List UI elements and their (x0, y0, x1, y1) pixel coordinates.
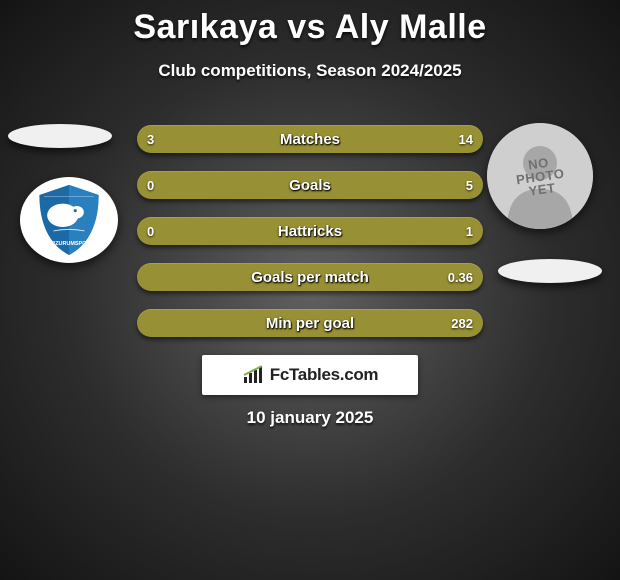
stat-label: Goals per match (137, 269, 483, 286)
stats-table: 3 Matches 14 0 Goals 5 0 Hattricks 1 Goa… (137, 125, 483, 337)
stat-label: Hattricks (137, 223, 483, 240)
stat-left-value: 0 (147, 178, 154, 193)
brand-badge[interactable]: FcTables.com (202, 355, 418, 395)
stat-label: Matches (137, 131, 483, 148)
stat-row: 3 Matches 14 (137, 125, 483, 153)
stat-label: Goals (137, 177, 483, 194)
no-photo-label: NO PHOTO YET (513, 153, 566, 198)
stat-label: Min per goal (137, 315, 483, 332)
player-right-name-pill (498, 259, 602, 283)
stat-right-value: 0.36 (448, 270, 473, 285)
comparison-card: Sarıkaya vs Aly Malle Club competitions,… (0, 0, 620, 580)
stat-left-value: 3 (147, 132, 154, 147)
stat-row: Goals per match 0.36 (137, 263, 483, 291)
stat-row: 0 Goals 5 (137, 171, 483, 199)
stat-right-value: 282 (451, 316, 473, 331)
svg-text:ERZURUMSPOR: ERZURUMSPOR (48, 241, 91, 247)
bar-chart-icon (242, 365, 266, 385)
page-title: Sarıkaya vs Aly Malle (0, 0, 620, 47)
subtitle: Club competitions, Season 2024/2025 (0, 61, 620, 81)
player-right-avatar: NO PHOTO YET (487, 123, 593, 229)
stat-right-value: 5 (466, 178, 473, 193)
stat-right-value: 14 (459, 132, 473, 147)
team-badge-left: ERZURUMSPOR (20, 177, 118, 263)
stat-row: 0 Hattricks 1 (137, 217, 483, 245)
stat-right-value: 1 (466, 224, 473, 239)
team-shield-icon: ERZURUMSPOR (30, 181, 108, 259)
brand-text: FcTables.com (270, 365, 379, 385)
stat-left-value: 0 (147, 224, 154, 239)
stat-row: Min per goal 282 (137, 309, 483, 337)
snapshot-date: 10 january 2025 (0, 408, 620, 428)
player-left-name-pill (8, 124, 112, 148)
